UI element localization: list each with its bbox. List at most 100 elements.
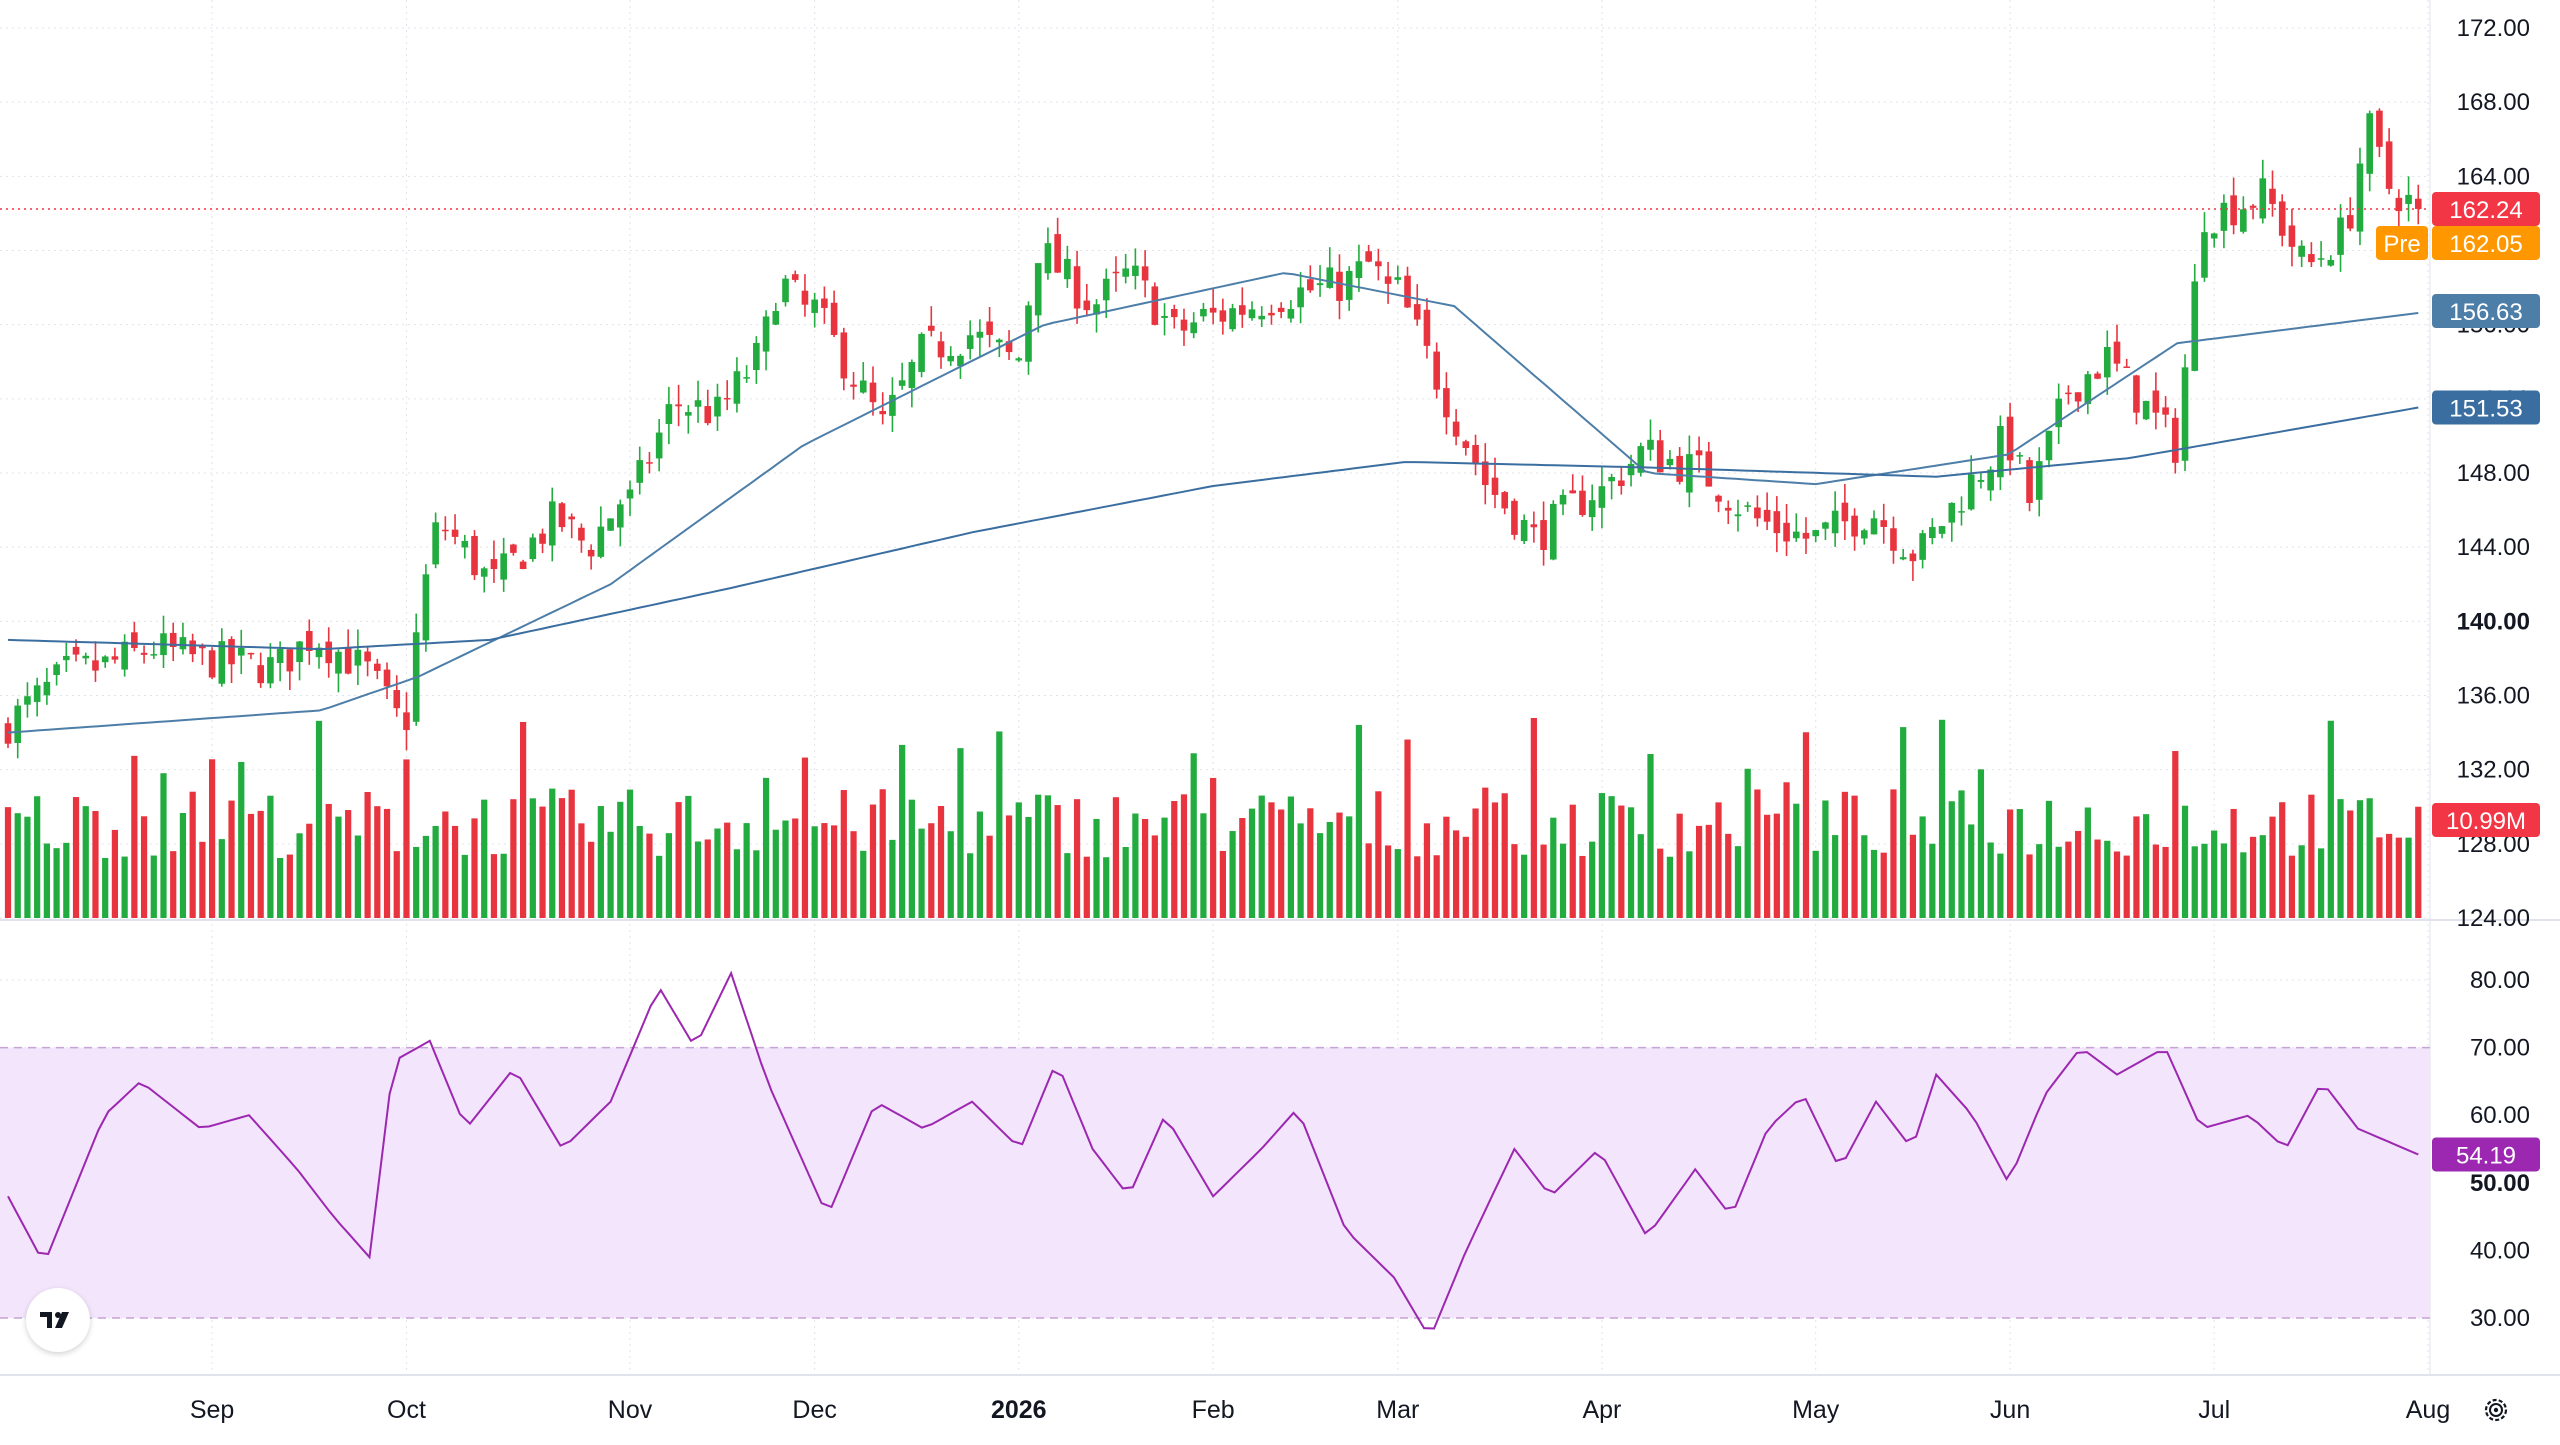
volume-bar [2211, 830, 2218, 918]
candle-body [1598, 486, 1606, 508]
candle-body [471, 536, 478, 576]
candle-body [169, 632, 177, 648]
volume-bar [1316, 833, 1324, 918]
volume-bar [121, 856, 128, 918]
rsi-tick-label: 50.00 [2470, 1170, 2530, 1197]
candle-body [1870, 518, 1878, 535]
candle-body [1005, 341, 1013, 353]
candle-body [1822, 522, 1829, 529]
volume-bar [519, 721, 527, 918]
candle-body [14, 705, 22, 743]
volume-bar [1861, 835, 1868, 918]
candle-body [1326, 267, 1334, 288]
candle-body [723, 397, 731, 400]
candle-body [296, 641, 303, 663]
volume-bar [2317, 848, 2325, 918]
volume-bar [1705, 824, 1712, 918]
candle-body [1375, 261, 1382, 267]
candle-body [2385, 141, 2393, 189]
candle-body [422, 574, 430, 641]
candle-body [1258, 315, 1266, 320]
volume-bar [2133, 816, 2140, 918]
candle-body [1462, 441, 1470, 449]
candle-body [655, 432, 663, 459]
volume-bar [1725, 833, 1732, 918]
volume-bar [1093, 818, 1100, 918]
volume-bar [247, 813, 255, 918]
price-tick-label: 168.00 [2457, 89, 2530, 116]
rsi-band-fill [0, 1047, 2430, 1318]
candle-body [1977, 480, 1985, 482]
price-tick-label: 164.00 [2457, 163, 2530, 190]
candle-body [1715, 495, 1722, 502]
candle-body [82, 655, 90, 659]
candle-body [2356, 163, 2364, 232]
volume-bar [743, 823, 750, 918]
candle-body [1248, 309, 1256, 319]
moving-average-long-line [7, 406, 2419, 651]
tradingview-logo-icon[interactable] [26, 1288, 90, 1352]
volume-bar [1812, 850, 1819, 918]
volume-bar [1132, 813, 1139, 918]
candle-body [1112, 271, 1120, 274]
volume-bar [1404, 739, 1411, 918]
volume-bar [238, 761, 245, 918]
volume-bar [228, 800, 235, 918]
volume-bar [801, 757, 809, 918]
volume-bar [354, 835, 361, 918]
candle-body [43, 681, 51, 696]
volume-bar [1715, 802, 1722, 918]
volume-bar [63, 842, 70, 918]
candle-body [2230, 195, 2237, 226]
candle-body [1929, 527, 1936, 539]
volume-bar [43, 843, 50, 918]
candle-body [2084, 374, 2092, 404]
volume-bar [1171, 801, 1178, 918]
volume-bar [2347, 810, 2354, 918]
candle-body [859, 380, 867, 393]
volume-bar [2230, 808, 2237, 918]
volume-bar [986, 835, 993, 918]
volume-bar [1608, 796, 1615, 918]
candle-body [1064, 258, 1071, 280]
candle-body [947, 355, 955, 362]
volume-bar [607, 831, 614, 918]
volume-bar [1627, 807, 1635, 918]
candle-body [1919, 533, 1926, 560]
candle-body [1958, 511, 1965, 513]
volume-bar [1637, 834, 1644, 918]
candle-body [830, 302, 838, 335]
price-tick-label: 144.00 [2457, 534, 2530, 561]
volume-bar [1540, 844, 1547, 918]
candle-body [442, 529, 449, 532]
volume-bar [1559, 843, 1567, 918]
volume-bar [315, 720, 323, 918]
candle-body [1967, 474, 1975, 510]
candles [4, 108, 2422, 759]
candle-body [1695, 450, 1703, 456]
candle-body [1763, 509, 1771, 522]
candle-body [2405, 194, 2412, 204]
candle-body [1549, 503, 1557, 560]
candle-body [2240, 209, 2247, 232]
candle-body [140, 652, 148, 655]
candle-body [2376, 110, 2383, 147]
volume-bar [558, 798, 566, 918]
candle-body [986, 321, 993, 335]
candle-body [1579, 490, 1586, 515]
time-axis-label: Oct [387, 1396, 426, 1424]
candle-body [383, 669, 391, 687]
volume-bar [111, 829, 119, 918]
volume-bar [1569, 804, 1576, 918]
volume-bar [549, 788, 556, 918]
chart-settings-gear-icon[interactable] [2476, 1390, 2516, 1430]
candle-body [131, 632, 138, 649]
volume-bar [490, 854, 498, 918]
candle-body [548, 501, 556, 546]
candle-body [685, 412, 692, 416]
candle-body [1102, 278, 1110, 301]
candle-body [791, 274, 799, 280]
volume-bar [53, 848, 60, 918]
